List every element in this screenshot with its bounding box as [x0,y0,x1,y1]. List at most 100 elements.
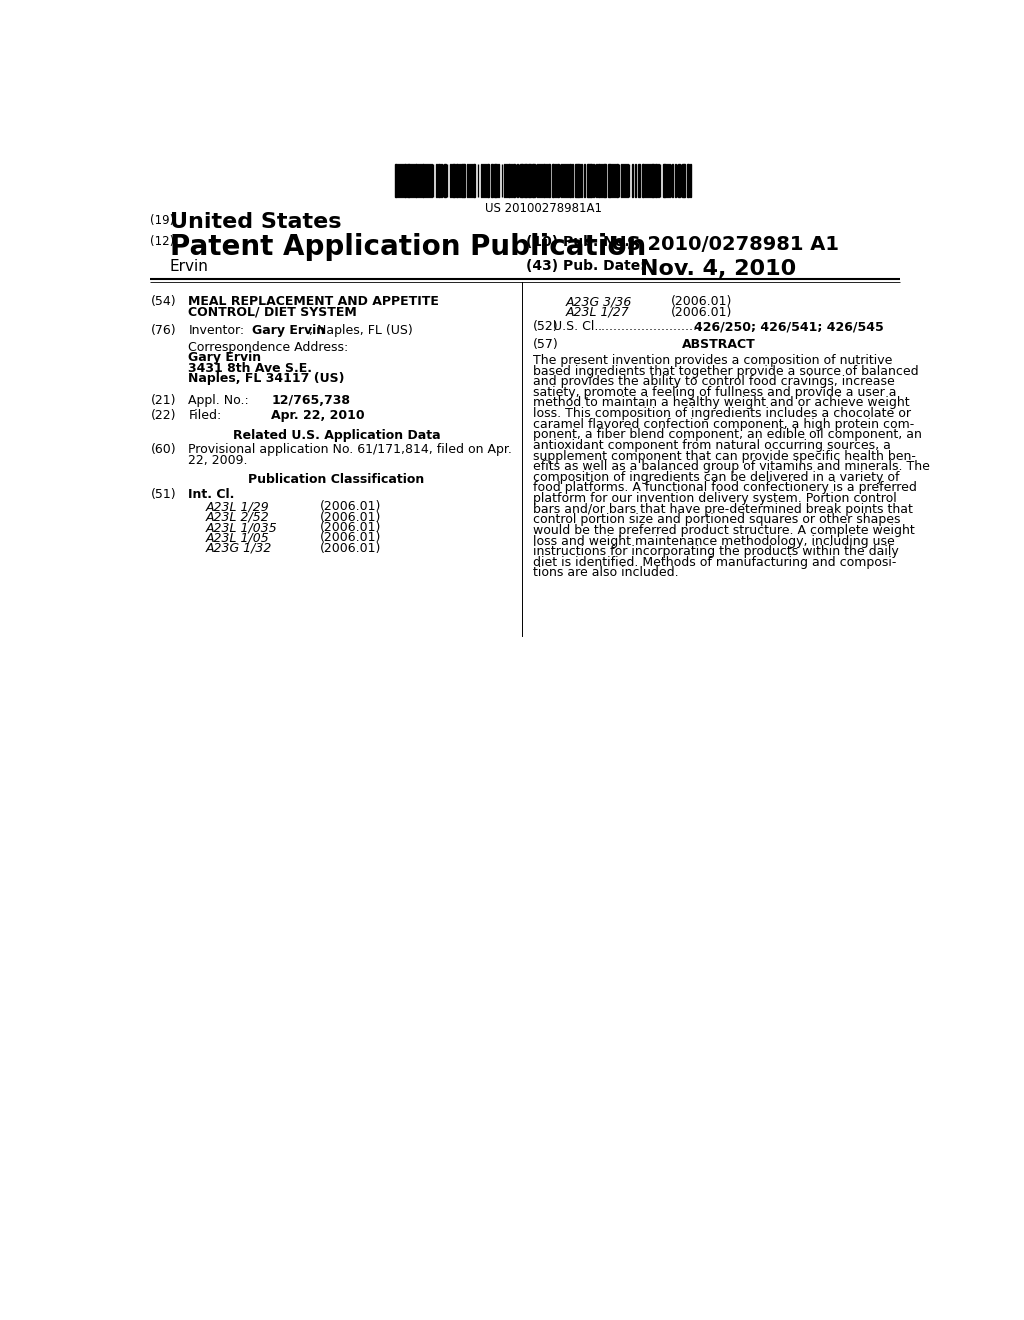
Bar [566,164,568,197]
Text: Inventor:: Inventor: [188,323,245,337]
Text: 426/250; 426/541; 426/545: 426/250; 426/541; 426/545 [693,321,884,333]
Text: A23L 1/05: A23L 1/05 [206,532,269,544]
Text: efits as well as a balanced group of vitamins and minerals. The: efits as well as a balanced group of vit… [532,461,930,474]
Bar [655,164,656,197]
Bar [480,164,482,197]
Text: satiety, promote a feeling of fullness and provide a user a: satiety, promote a feeling of fullness a… [532,385,896,399]
Bar [411,164,413,197]
Text: bars and/or bars that have pre-determined break points that: bars and/or bars that have pre-determine… [532,503,912,516]
Text: 22, 2009.: 22, 2009. [188,454,248,467]
Bar [511,164,512,197]
Bar [563,164,564,197]
Text: (60): (60) [152,444,177,457]
Text: (2006.01): (2006.01) [321,521,382,535]
Bar [667,164,669,197]
Text: A23G 3/36: A23G 3/36 [566,296,632,309]
Bar [678,164,680,197]
Bar [471,164,472,197]
Bar [539,164,541,197]
Bar [444,164,445,197]
Text: Apr. 22, 2010: Apr. 22, 2010 [271,409,365,422]
Text: antioxidant component from natural occurring sources, a: antioxidant component from natural occur… [532,440,891,451]
Bar [534,164,535,197]
Bar [625,164,627,197]
Bar [575,164,578,197]
Text: The present invention provides a composition of nutritive: The present invention provides a composi… [532,354,892,367]
Text: Patent Application Publication: Patent Application Publication [170,234,646,261]
Text: Naples, FL 34117 (US): Naples, FL 34117 (US) [188,372,345,385]
Text: (2006.01): (2006.01) [671,306,732,319]
Text: caramel flavored confection component, a high protein com-: caramel flavored confection component, a… [532,417,913,430]
Text: 3431 8th Ave S.E.: 3431 8th Ave S.E. [188,362,312,375]
Text: ABSTRACT: ABSTRACT [682,338,756,351]
Bar [407,164,409,197]
Text: Appl. No.:: Appl. No.: [188,395,249,407]
Text: based ingredients that together provide a source of balanced: based ingredients that together provide … [532,364,919,378]
Bar [492,164,493,197]
Text: (54): (54) [152,296,177,309]
Text: CONTROL/ DIET SYSTEM: CONTROL/ DIET SYSTEM [188,306,357,319]
Bar [484,164,486,197]
Text: (51): (51) [152,488,177,502]
Text: instructions for incorporating the products within the daily: instructions for incorporating the produ… [532,545,898,558]
Text: (57): (57) [532,338,558,351]
Text: (76): (76) [152,323,177,337]
Text: composition of ingredients can be delivered in a variety of: composition of ingredients can be delive… [532,471,899,484]
Text: , Naples, FL (US): , Naples, FL (US) [309,323,413,337]
Bar [584,164,586,197]
Bar [397,164,399,197]
Text: A23L 1/29: A23L 1/29 [206,500,269,513]
Text: (22): (22) [152,409,177,422]
Text: A23L 2/52: A23L 2/52 [206,511,269,524]
Bar [579,164,580,197]
Text: Nov. 4, 2010: Nov. 4, 2010 [640,259,796,279]
Bar [429,164,430,197]
Text: 12/765,738: 12/765,738 [271,395,350,407]
Bar [614,164,615,197]
Text: tions are also included.: tions are also included. [532,566,678,579]
Bar [616,164,617,197]
Text: Gary Ervin: Gary Ervin [252,323,326,337]
Bar [452,164,454,197]
Bar [513,164,515,197]
Bar [459,164,461,197]
Bar [498,164,500,197]
Text: would be the preferred product structure. A complete weight: would be the preferred product structure… [532,524,914,537]
Text: (10) Pub. No.:: (10) Pub. No.: [526,235,636,249]
Text: Int. Cl.: Int. Cl. [188,488,234,502]
Text: and provides the ability to control food cravings, increase: and provides the ability to control food… [532,375,894,388]
Bar [589,164,591,197]
Text: US 2010/0278981 A1: US 2010/0278981 A1 [611,235,839,255]
Text: Correspondence Address:: Correspondence Address: [188,341,349,354]
Text: (2006.01): (2006.01) [321,500,382,513]
Bar [395,164,397,197]
Bar [546,164,547,197]
Bar [598,164,600,197]
Text: U.S. Cl.: U.S. Cl. [553,321,598,333]
Text: A23L 1/27: A23L 1/27 [566,306,630,319]
Text: ponent, a fiber blend component, an edible oil component, an: ponent, a fiber blend component, an edib… [532,429,922,441]
Bar [461,164,464,197]
Bar [611,164,613,197]
Bar [524,164,525,197]
Bar [529,164,531,197]
Bar [645,164,646,197]
Text: (12): (12) [150,235,174,248]
Text: diet is identified. Methods of manufacturing and composi-: diet is identified. Methods of manufactu… [532,556,896,569]
Text: loss and weight maintenance methodology, including use: loss and weight maintenance methodology,… [532,535,894,548]
Text: loss. This composition of ingredients includes a chocolate or: loss. This composition of ingredients in… [532,407,910,420]
Bar [621,164,623,197]
Bar [651,164,652,197]
Text: food platforms. A functional food confectionery is a preferred: food platforms. A functional food confec… [532,482,916,495]
Text: A23G 1/32: A23G 1/32 [206,543,272,554]
Bar [557,164,559,197]
Bar [569,164,571,197]
Text: supplement component that can provide specific health ben-: supplement component that can provide sp… [532,450,915,462]
Text: (52): (52) [532,321,558,333]
Bar [603,164,604,197]
Bar [467,164,468,197]
Bar [496,164,497,197]
Bar [438,164,439,197]
Text: Gary Ervin: Gary Ervin [188,351,261,364]
Text: US 20100278981A1: US 20100278981A1 [485,202,602,215]
